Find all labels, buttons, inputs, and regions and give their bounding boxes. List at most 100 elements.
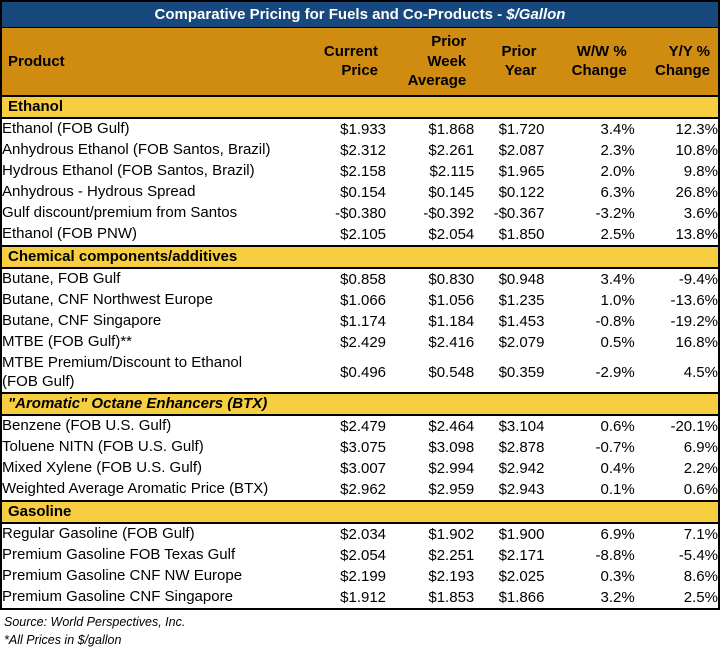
ww-change-cell: 0.3%: [544, 565, 635, 587]
yy-change-cell: 26.8%: [634, 181, 719, 203]
section-header-row: Chemical components/additives: [1, 244, 719, 269]
prior-week-average-cell: $2.416: [386, 331, 475, 353]
ww-change-cell: 2.5%: [544, 223, 635, 246]
ww-change-cell: 2.3%: [544, 139, 635, 161]
product-name-cell: Weighted Average Aromatic Price (BTX): [1, 478, 314, 501]
section-header-row: Gasoline: [1, 499, 719, 524]
column-header-ww-change: W/W % Change: [544, 27, 635, 97]
price-unit-note: *All Prices in $/gallon: [4, 632, 122, 647]
column-header-product: Product: [1, 27, 314, 97]
prior-week-average-cell: $1.853: [386, 586, 475, 609]
ww-change-cell: 3.4%: [544, 117, 635, 140]
ww-change-cell: -2.9%: [544, 352, 635, 393]
prior-year-cell: $2.025: [474, 565, 545, 587]
prior-year-cell: $2.087: [474, 139, 545, 161]
prior-week-average-cell: -$0.392: [386, 202, 475, 224]
yy-change-cell: 2.5%: [634, 586, 719, 609]
ww-change-cell: 0.6%: [544, 414, 635, 437]
prior-year-cell: $2.942: [474, 457, 545, 479]
product-name-cell: Hydrous Ethanol (FOB Santos, Brazil): [1, 160, 314, 182]
prior-week-average-cell: $2.193: [386, 565, 475, 587]
product-name-cell: Gulf discount/premium from Santos: [1, 202, 314, 224]
current-price-cell: -$0.380: [313, 202, 387, 224]
product-name-cell: Premium Gasoline CNF NW Europe: [1, 565, 314, 587]
prior-year-cell: $1.720: [474, 117, 545, 140]
product-name-cell: Mixed Xylene (FOB U.S. Gulf): [1, 457, 314, 479]
prior-week-average-cell: $0.145: [386, 181, 475, 203]
prior-year-cell: $0.948: [474, 267, 545, 290]
current-price-cell: $2.479: [313, 414, 387, 437]
current-price-cell: $2.105: [313, 223, 387, 246]
yy-change-cell: 3.6%: [634, 202, 719, 224]
section-header-row: "Aromatic" Octane Enhancers (BTX): [1, 391, 719, 416]
product-name-cell: Benzene (FOB U.S. Gulf): [1, 414, 314, 437]
current-price-cell: $0.154: [313, 181, 387, 203]
prior-week-average-cell: $1.056: [386, 289, 475, 311]
report-title-unit: $/Gallon: [506, 6, 566, 23]
table-row: Butane, FOB Gulf $0.858 $0.830 $0.948 3.4% -9…: [1, 267, 719, 290]
section-header-label: "Aromatic" Octane Enhancers (BTX): [1, 391, 719, 416]
prior-week-average-cell: $2.959: [386, 478, 475, 501]
yy-change-cell: -9.4%: [634, 267, 719, 290]
product-name-cell: Ethanol (FOB Gulf): [1, 117, 314, 140]
table-row: Premium Gasoline CNF Singapore $1.912 $1.8…: [1, 586, 719, 609]
ww-change-cell: 0.5%: [544, 331, 635, 353]
current-price-cell: $2.429: [313, 331, 387, 353]
prior-week-average-cell: $2.261: [386, 139, 475, 161]
pricing-table-body: Ethanol Ethanol (FOB Gulf) $1.933 $1.868 $1.…: [1, 94, 719, 609]
prior-week-average-cell: $2.115: [386, 160, 475, 182]
yy-change-cell: 7.1%: [634, 522, 719, 545]
prior-week-average-cell: $2.464: [386, 414, 475, 437]
yy-change-cell: 4.5%: [634, 352, 719, 393]
product-name-cell: Premium Gasoline FOB Texas Gulf: [1, 544, 314, 566]
current-price-cell: $1.912: [313, 586, 387, 609]
ww-change-cell: 3.2%: [544, 586, 635, 609]
current-price-cell: $1.933: [313, 117, 387, 140]
table-row: Benzene (FOB U.S. Gulf) $2.479 $2.464 $3.10…: [1, 414, 719, 437]
product-name-cell: Anhydrous - Hydrous Spread: [1, 181, 314, 203]
current-price-cell: $2.054: [313, 544, 387, 566]
table-row: Ethanol (FOB PNW) $2.105 $2.054 $1.850 2.5% 1…: [1, 223, 719, 246]
prior-year-cell: $1.235: [474, 289, 545, 311]
yy-change-cell: 6.9%: [634, 436, 719, 458]
table-row: Regular Gasoline (FOB Gulf) $2.034 $1.902 $…: [1, 522, 719, 545]
prior-week-average-cell: $2.251: [386, 544, 475, 566]
prior-year-cell: $1.453: [474, 310, 545, 332]
current-price-cell: $2.158: [313, 160, 387, 182]
table-row: Anhydrous - Hydrous Spread $0.154 $0.145 $0…: [1, 181, 719, 203]
prior-year-cell: $1.850: [474, 223, 545, 246]
product-name-cell: Premium Gasoline CNF Singapore: [1, 586, 314, 609]
table-row: Butane, CNF Singapore $1.174 $1.184 $1.453-…: [1, 310, 719, 332]
yy-change-cell: -13.6%: [634, 289, 719, 311]
current-price-cell: $2.034: [313, 522, 387, 545]
product-name-cell: MTBE Premium/Discount to Ethanol (FOB Gu…: [1, 352, 314, 393]
prior-week-average-cell: $2.994: [386, 457, 475, 479]
current-price-cell: $0.858: [313, 267, 387, 290]
yy-change-cell: 13.8%: [634, 223, 719, 246]
current-price-cell: $3.007: [313, 457, 387, 479]
prior-week-average-cell: $0.830: [386, 267, 475, 290]
current-price-cell: $2.199: [313, 565, 387, 587]
column-header-prior-year: Prior Year: [474, 27, 545, 97]
column-header-current-price: Current Price: [313, 27, 387, 97]
prior-week-average-cell: $2.054: [386, 223, 475, 246]
product-name-cell: Ethanol (FOB PNW): [1, 223, 314, 246]
yy-change-cell: 16.8%: [634, 331, 719, 353]
product-name-cell: Butane, CNF Singapore: [1, 310, 314, 332]
ww-change-cell: -0.8%: [544, 310, 635, 332]
product-name-cell: Toluene NITN (FOB U.S. Gulf): [1, 436, 314, 458]
yy-change-cell: 2.2%: [634, 457, 719, 479]
yy-change-cell: -20.1%: [634, 414, 719, 437]
pricing-table: Comparative Pricing for Fuels and Co-Pro…: [0, 0, 720, 610]
table-row: Premium Gasoline FOB Texas Gulf $2.054 $2.…: [1, 544, 719, 566]
yy-change-cell: 0.6%: [634, 478, 719, 501]
product-name-cell: Regular Gasoline (FOB Gulf): [1, 522, 314, 545]
table-row: Premium Gasoline CNF NW Europe $2.199 $2.1…: [1, 565, 719, 587]
ww-change-cell: 2.0%: [544, 160, 635, 182]
prior-year-cell: $1.965: [474, 160, 545, 182]
prior-year-cell: $0.359: [474, 352, 545, 393]
prior-year-cell: -$0.367: [474, 202, 545, 224]
prior-week-average-cell: $1.868: [386, 117, 475, 140]
prior-week-average-cell: $0.548: [386, 352, 475, 393]
